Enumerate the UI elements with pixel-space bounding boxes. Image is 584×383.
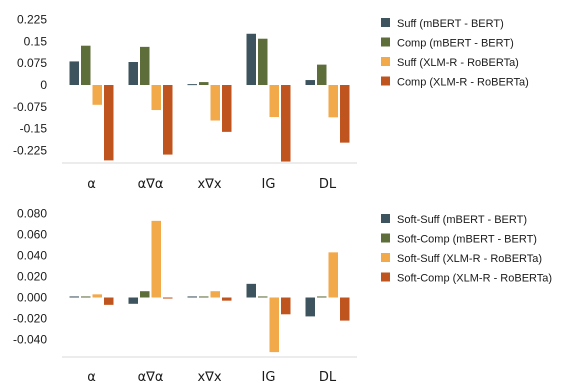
bar: [199, 82, 209, 85]
bar: [281, 297, 291, 315]
bar: [163, 297, 173, 299]
y-tick-label: -0.020: [13, 312, 47, 326]
bar: [258, 296, 268, 298]
y-tick-label: -0.075: [13, 100, 47, 114]
bar: [258, 38, 268, 85]
legend-swatch: [381, 18, 390, 27]
x-tick-label: DL: [319, 370, 337, 383]
bar: [317, 64, 327, 85]
legend-swatch: [381, 253, 390, 262]
x-tick-label: α∇α: [138, 370, 164, 383]
x-tick-label: x∇x: [197, 177, 221, 192]
x-tick-label: α: [87, 370, 96, 383]
y-tick-label: -0.225: [13, 144, 47, 158]
y-tick-label: -0.15: [20, 122, 48, 136]
bar: [81, 296, 91, 298]
bar: [328, 85, 338, 118]
y-tick-label: 0.040: [17, 249, 47, 263]
legend-label: Comp (XLM-R - RoBERTa): [397, 77, 529, 89]
bar: [104, 85, 114, 161]
y-tick-label: -0.040: [13, 333, 47, 347]
y-tick-label: 0.15: [24, 34, 48, 48]
y-tick-label: 0.225: [17, 13, 47, 27]
bar: [305, 80, 315, 85]
legend-label: Suff (mBERT - BERT): [397, 18, 504, 30]
x-tick-label: IG: [262, 177, 276, 192]
bar: [187, 84, 197, 86]
bar: [317, 296, 327, 298]
bar: [128, 297, 138, 304]
y-tick-label: 0.020: [17, 270, 47, 284]
bar: [246, 283, 256, 298]
x-tick-label: IG: [262, 370, 276, 383]
bar: [210, 291, 220, 298]
y-tick-label: 0.080: [17, 207, 47, 221]
x-tick-label: x∇x: [197, 370, 221, 383]
x-tick-label: α: [87, 177, 96, 192]
bar: [199, 296, 209, 298]
bar: [128, 62, 138, 85]
legend-label: Soft-Comp (mBERT - BERT): [397, 234, 537, 246]
bar: [269, 297, 279, 353]
bar: [151, 220, 161, 298]
bar: [246, 33, 256, 85]
legend-label: Comp (mBERT - BERT): [397, 38, 514, 50]
y-tick-label: 0.060: [17, 228, 47, 242]
bar: [269, 85, 279, 118]
legend-swatch: [381, 272, 390, 282]
bar: [305, 297, 315, 317]
bar: [222, 297, 232, 301]
bar: [69, 296, 79, 298]
chart-panel-1: 0.225 0.15 0.075 0 -0.075 -0.15 -0.225 α α∇α x∇x I…: [13, 13, 529, 193]
legend-swatch: [381, 57, 390, 66]
legend-label: Soft-Suff (XLM-R - RoBERTa): [397, 253, 542, 265]
legend-label: Soft-Comp (XLM-R - RoBERTa): [397, 273, 552, 285]
y-tick-label: 0: [40, 78, 47, 92]
bar: [222, 85, 232, 132]
bar: [151, 85, 161, 111]
bar: [163, 85, 173, 155]
legend-swatch: [381, 233, 390, 243]
bar: [92, 294, 102, 298]
y-tick-label: 0.075: [17, 56, 47, 70]
bar: [187, 296, 197, 298]
bar: [81, 45, 91, 85]
bar: [140, 291, 150, 298]
bar: [104, 297, 114, 305]
legend-swatch: [381, 214, 390, 223]
legend-label: Suff (XLM-R - RoBERTa): [397, 57, 519, 69]
chart-panel-2: 0.080 0.060 0.040 0.020 0.000 -0.020 -0.040 α α∇…: [13, 207, 552, 383]
bar: [140, 46, 150, 85]
bar: [340, 85, 350, 143]
bar: [328, 252, 338, 298]
bar: [340, 297, 350, 321]
y-tick-label: 0.000: [17, 291, 47, 305]
bar: [210, 85, 220, 121]
x-tick-label: DL: [319, 177, 337, 192]
legend-swatch: [381, 37, 390, 47]
bar: [92, 85, 102, 105]
x-tick-label: α∇α: [138, 177, 164, 192]
legend-swatch: [381, 76, 390, 86]
bar: [281, 85, 291, 162]
legend-label: Soft-Suff (mBERT - BERT): [397, 214, 527, 226]
bar: [69, 61, 79, 85]
